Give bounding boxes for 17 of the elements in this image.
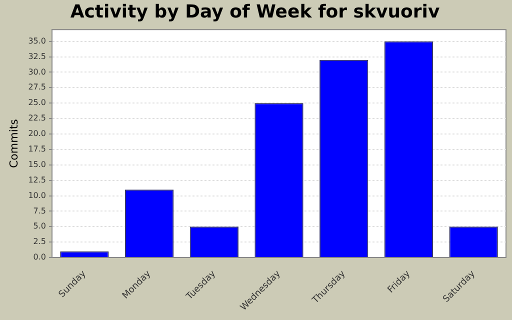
y-tick-label: 20.0 <box>28 129 46 138</box>
y-tick-label: 2.5 <box>33 237 46 246</box>
y-tick-label: 7.5 <box>33 206 46 216</box>
y-tick-label: 10.0 <box>28 190 46 200</box>
y-tick-label: 22.5 <box>28 114 46 123</box>
chart-title: Activity by Day of Week for skvuoriv <box>70 1 440 22</box>
y-tick-label: 15.0 <box>28 160 46 169</box>
y-tick-label: 27.5 <box>28 82 46 92</box>
y-tick-label: 32.5 <box>28 52 46 61</box>
y-tick-label: 25.0 <box>28 98 46 108</box>
y-tick-label: 12.5 <box>28 175 46 184</box>
y-axis-title: Commits <box>7 118 20 168</box>
y-tick-label: 0.0 <box>33 252 46 262</box>
y-tick-label: 30.0 <box>28 67 46 76</box>
y-tick-label: 5.0 <box>33 222 46 231</box>
y-tick-label: 35.0 <box>28 36 46 46</box>
y-tick-label: 17.5 <box>28 144 46 154</box>
